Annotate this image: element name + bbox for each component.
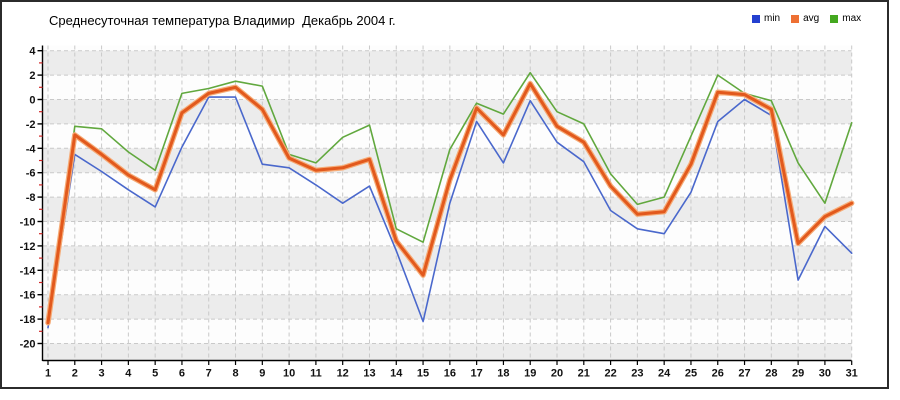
svg-text:10: 10 xyxy=(283,368,295,380)
svg-text:1: 1 xyxy=(45,368,51,380)
svg-text:20: 20 xyxy=(551,368,563,380)
svg-text:4: 4 xyxy=(29,46,36,58)
svg-text:2: 2 xyxy=(29,70,35,82)
svg-text:9: 9 xyxy=(259,368,265,380)
svg-text:11: 11 xyxy=(310,368,322,380)
legend: min avg max xyxy=(752,13,861,24)
svg-text:8: 8 xyxy=(232,368,238,380)
svg-text:29: 29 xyxy=(792,368,804,380)
svg-text:6: 6 xyxy=(179,368,185,380)
svg-text:-2: -2 xyxy=(26,119,36,131)
svg-text:-12: -12 xyxy=(20,241,36,253)
legend-item-avg: avg xyxy=(791,13,819,24)
svg-text:16: 16 xyxy=(444,368,456,380)
svg-text:-4: -4 xyxy=(26,143,37,155)
svg-text:15: 15 xyxy=(417,368,429,380)
legend-item-max: max xyxy=(830,13,861,24)
chart-title: Среднесуточная температура Владимир Дека… xyxy=(49,13,396,28)
svg-text:-8: -8 xyxy=(26,192,36,204)
svg-text:-14: -14 xyxy=(20,265,37,277)
svg-text:4: 4 xyxy=(125,368,132,380)
svg-text:25: 25 xyxy=(685,368,697,380)
svg-text:31: 31 xyxy=(846,368,858,380)
legend-item-min: min xyxy=(752,13,780,24)
svg-text:26: 26 xyxy=(712,368,724,380)
svg-text:28: 28 xyxy=(765,368,777,380)
min-series-swatch xyxy=(752,14,760,23)
svg-text:-18: -18 xyxy=(20,314,36,326)
svg-text:3: 3 xyxy=(99,368,105,380)
svg-text:2: 2 xyxy=(72,368,78,380)
svg-text:14: 14 xyxy=(390,368,403,380)
svg-text:24: 24 xyxy=(658,368,671,380)
svg-text:23: 23 xyxy=(631,368,643,380)
svg-text:7: 7 xyxy=(206,368,212,380)
svg-text:-20: -20 xyxy=(20,339,36,351)
svg-text:17: 17 xyxy=(471,368,483,380)
svg-text:13: 13 xyxy=(363,368,375,380)
svg-text:18: 18 xyxy=(497,368,509,380)
svg-text:-16: -16 xyxy=(20,290,36,302)
svg-text:30: 30 xyxy=(819,368,831,380)
svg-text:-10: -10 xyxy=(20,217,36,229)
max-series-swatch xyxy=(830,14,839,23)
svg-text:5: 5 xyxy=(152,368,158,380)
svg-text:22: 22 xyxy=(604,368,616,380)
legend-label-min: min xyxy=(764,13,781,24)
svg-text:0: 0 xyxy=(29,95,35,107)
svg-text:-6: -6 xyxy=(26,168,36,180)
svg-text:19: 19 xyxy=(524,368,536,380)
legend-label-avg: avg xyxy=(803,13,820,24)
svg-text:27: 27 xyxy=(738,368,750,380)
legend-label-max: max xyxy=(842,13,862,24)
svg-text:21: 21 xyxy=(578,368,590,380)
svg-text:12: 12 xyxy=(337,368,349,380)
avg-series-swatch xyxy=(791,14,800,23)
